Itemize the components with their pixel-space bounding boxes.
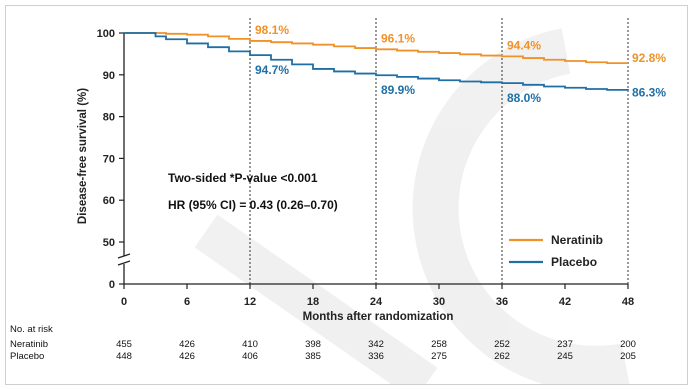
risk-row-label: Neratinib xyxy=(10,339,48,350)
x-tick-label: 18 xyxy=(307,296,319,308)
risk-table: No. at risk Neratinib 455 426 410 398 342 258 25… xyxy=(10,324,636,362)
x-tick-label: 12 xyxy=(244,296,256,308)
x-tick-label: 24 xyxy=(370,296,383,308)
x-tick-label: 0 xyxy=(121,296,127,308)
data-label-neratinib: 92.8% xyxy=(632,51,666,65)
risk-row-label: Placebo xyxy=(10,351,44,362)
legend-label-placebo: Placebo xyxy=(551,255,597,269)
data-label-placebo: 86.3% xyxy=(632,85,666,99)
y-axis-label: Disease-free survival (%) xyxy=(77,88,89,224)
risk-cell: 426 xyxy=(179,351,195,362)
x-axis-label: Months after randomization xyxy=(303,311,454,323)
data-label-placebo: 89.9% xyxy=(381,83,415,97)
risk-cell: 275 xyxy=(431,351,447,362)
data-label-neratinib: 98.1% xyxy=(255,23,289,37)
hr-annotation: HR (95% CI) = 0.43 (0.26–0.70) xyxy=(168,198,338,212)
data-labels: 98.1% 96.1% 94.4% 92.8% 94.7% 89.9% 88.0% 86.3% xyxy=(255,23,666,105)
data-label-placebo: 88.0% xyxy=(507,91,541,105)
x-ticks: 0 6 12 18 24 30 36 42 48 xyxy=(121,284,634,308)
risk-cell: 237 xyxy=(557,339,573,350)
risk-cell: 205 xyxy=(620,351,636,362)
survival-chart: 100 90 80 70 60 50 0 0 6 12 18 24 30 36 42 48 Months a… xyxy=(10,18,666,384)
risk-cell: 258 xyxy=(431,339,447,350)
x-tick-label: 36 xyxy=(496,296,508,308)
risk-cell: 426 xyxy=(179,339,195,350)
legend-label-neratinib: Neratinib xyxy=(551,233,603,247)
risk-cell: 410 xyxy=(242,339,258,350)
y-tick-label: 0 xyxy=(109,279,115,291)
y-tick-label: 70 xyxy=(103,153,115,165)
risk-table-title: No. at risk xyxy=(10,324,53,335)
risk-cell: 252 xyxy=(494,339,510,350)
risk-cell: 245 xyxy=(557,351,573,362)
y-tick-label: 50 xyxy=(103,237,115,249)
series-line-placebo xyxy=(124,32,629,91)
risk-cell: 342 xyxy=(368,339,384,350)
data-label-neratinib: 94.4% xyxy=(507,38,541,52)
series-lines xyxy=(124,32,629,91)
x-tick-label: 42 xyxy=(559,296,571,308)
y-tick-label: 90 xyxy=(103,70,115,82)
series-line-neratinib xyxy=(124,32,628,64)
risk-cell: 200 xyxy=(620,339,636,350)
y-tick-label: 100 xyxy=(97,28,115,40)
risk-cell: 336 xyxy=(368,351,384,362)
x-tick-label: 6 xyxy=(184,296,190,308)
axis-break-icon xyxy=(117,253,131,266)
risk-cell: 398 xyxy=(305,339,321,350)
y-tick-label: 80 xyxy=(103,112,115,124)
x-tick-label: 30 xyxy=(433,296,445,308)
risk-cell: 406 xyxy=(242,351,258,362)
chart-frame: 100 90 80 70 60 50 0 0 6 12 18 24 30 36 42 48 Months a… xyxy=(5,5,688,385)
y-tick-label: 60 xyxy=(103,195,115,207)
risk-cell: 262 xyxy=(494,351,510,362)
legend: Neratinib Placebo xyxy=(509,233,603,269)
risk-cell: 448 xyxy=(116,351,132,362)
data-label-neratinib: 96.1% xyxy=(381,31,415,45)
data-label-placebo: 94.7% xyxy=(255,63,289,77)
watermark xyxy=(194,28,630,384)
pvalue-annotation: Two-sided *P-value <0.001 xyxy=(168,171,318,185)
x-tick-label: 48 xyxy=(622,296,634,308)
y-ticks: 100 90 80 70 60 50 0 xyxy=(97,28,124,291)
risk-cell: 455 xyxy=(116,339,132,350)
risk-cell: 385 xyxy=(305,351,321,362)
